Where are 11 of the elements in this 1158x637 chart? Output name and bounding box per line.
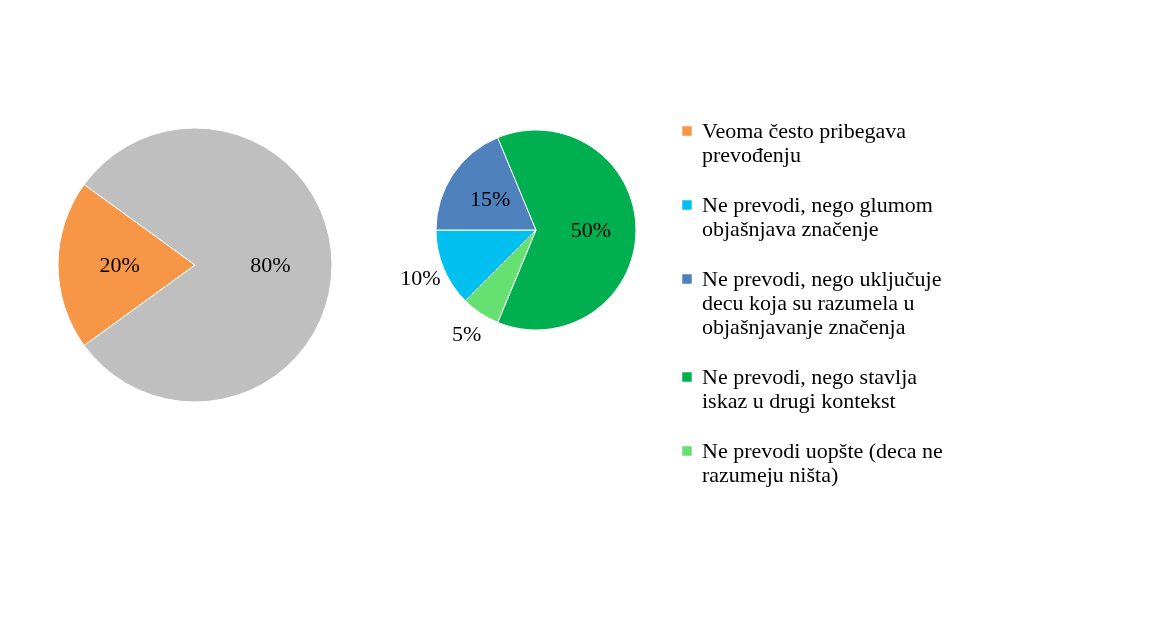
legend-label: Veoma često pribegava prevođenju [702, 118, 907, 167]
legend-label: Ne prevodi, nego stavlja iskaz u drugi kontekst [702, 364, 918, 413]
data-label: 80% [250, 252, 291, 277]
legend-label: Ne prevodi, nego uključuje decu koja su razumela u objašnjavanje značenja [702, 266, 942, 339]
data-label: 5% [451, 320, 482, 346]
data-label: 10% [400, 264, 441, 290]
data-label: 15% [470, 186, 511, 212]
data-label: 50% [570, 217, 612, 242]
legend-label: Ne prevodi uopšte (deca ne razumeju ništa) [702, 438, 943, 487]
data-label: 20% [99, 252, 140, 277]
legend-label: Ne prevodi, nego glumom objašnjava značenje [702, 192, 933, 241]
